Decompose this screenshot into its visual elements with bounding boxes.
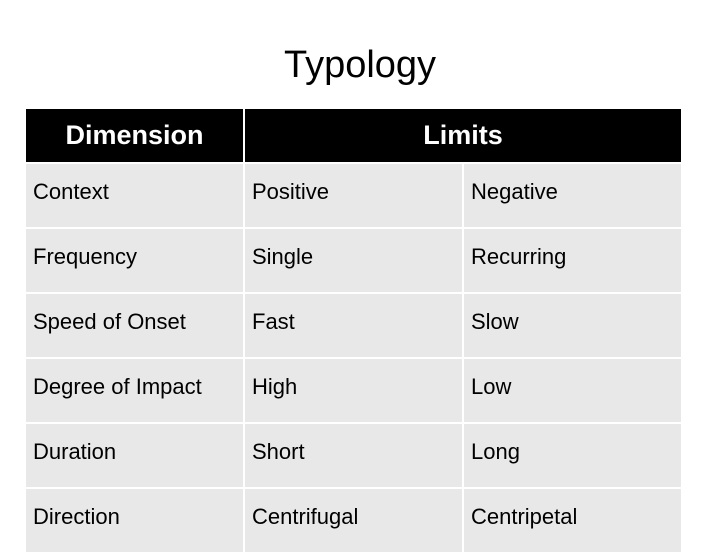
header-row: Dimension Limits [26, 109, 682, 162]
table-cell: Frequency [26, 229, 243, 292]
table-cell: Centrifugal [245, 489, 462, 552]
table-cell: High [245, 359, 462, 422]
header-cell: Limits [245, 109, 682, 162]
table-cell: Long [464, 424, 682, 487]
table-row: Degree of Impact High Low [26, 359, 682, 422]
table-cell: Negative [464, 164, 682, 227]
table-cell: Positive [245, 164, 462, 227]
table-row: Speed of Onset Fast Slow [26, 294, 682, 357]
table-cell: Centripetal [464, 489, 682, 552]
page: Typology Dimension Limits Context Positiv… [26, 44, 682, 552]
table-cell: Single [245, 229, 462, 292]
table-header: Dimension Limits [26, 109, 682, 162]
header-cell: Dimension [26, 109, 243, 162]
table-cell: Recurring [464, 229, 682, 292]
table-cell: Short [245, 424, 462, 487]
table-cell: Speed of Onset [26, 294, 243, 357]
table-cell: Context [26, 164, 243, 227]
table-row: Duration Short Long [26, 424, 682, 487]
table-cell: Slow [464, 294, 682, 357]
table-row: Frequency Single Recurring [26, 229, 682, 292]
table-row: Direction Centrifugal Centripetal [26, 489, 682, 552]
table-cell: Fast [245, 294, 462, 357]
table-cell: Degree of Impact [26, 359, 243, 422]
table-body: Context Positive Negative Frequency Single Re… [26, 164, 682, 552]
typology-table: Dimension Limits Context Positive Negative… [24, 107, 683, 554]
table-cell: Direction [26, 489, 243, 552]
table-row: Context Positive Negative [26, 164, 682, 227]
slide-title: Typology [283, 44, 437, 86]
table-cell: Low [464, 359, 682, 422]
table-cell: Duration [26, 424, 243, 487]
